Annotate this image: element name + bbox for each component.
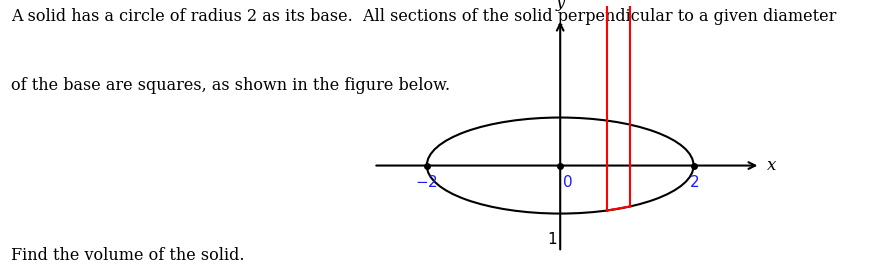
Text: $-2$: $-2$ [415, 174, 438, 189]
Text: $0$: $0$ [561, 174, 572, 189]
Text: y: y [555, 0, 565, 11]
Text: $1$: $1$ [547, 231, 557, 247]
Text: Find the volume of the solid.: Find the volume of the solid. [11, 248, 245, 265]
Text: x: x [767, 157, 776, 174]
Text: A solid has a circle of radius 2 as its base.  All sections of the solid perpend: A solid has a circle of radius 2 as its … [11, 8, 837, 25]
Text: $2$: $2$ [688, 174, 699, 189]
Text: of the base are squares, as shown in the figure below.: of the base are squares, as shown in the… [11, 77, 450, 94]
